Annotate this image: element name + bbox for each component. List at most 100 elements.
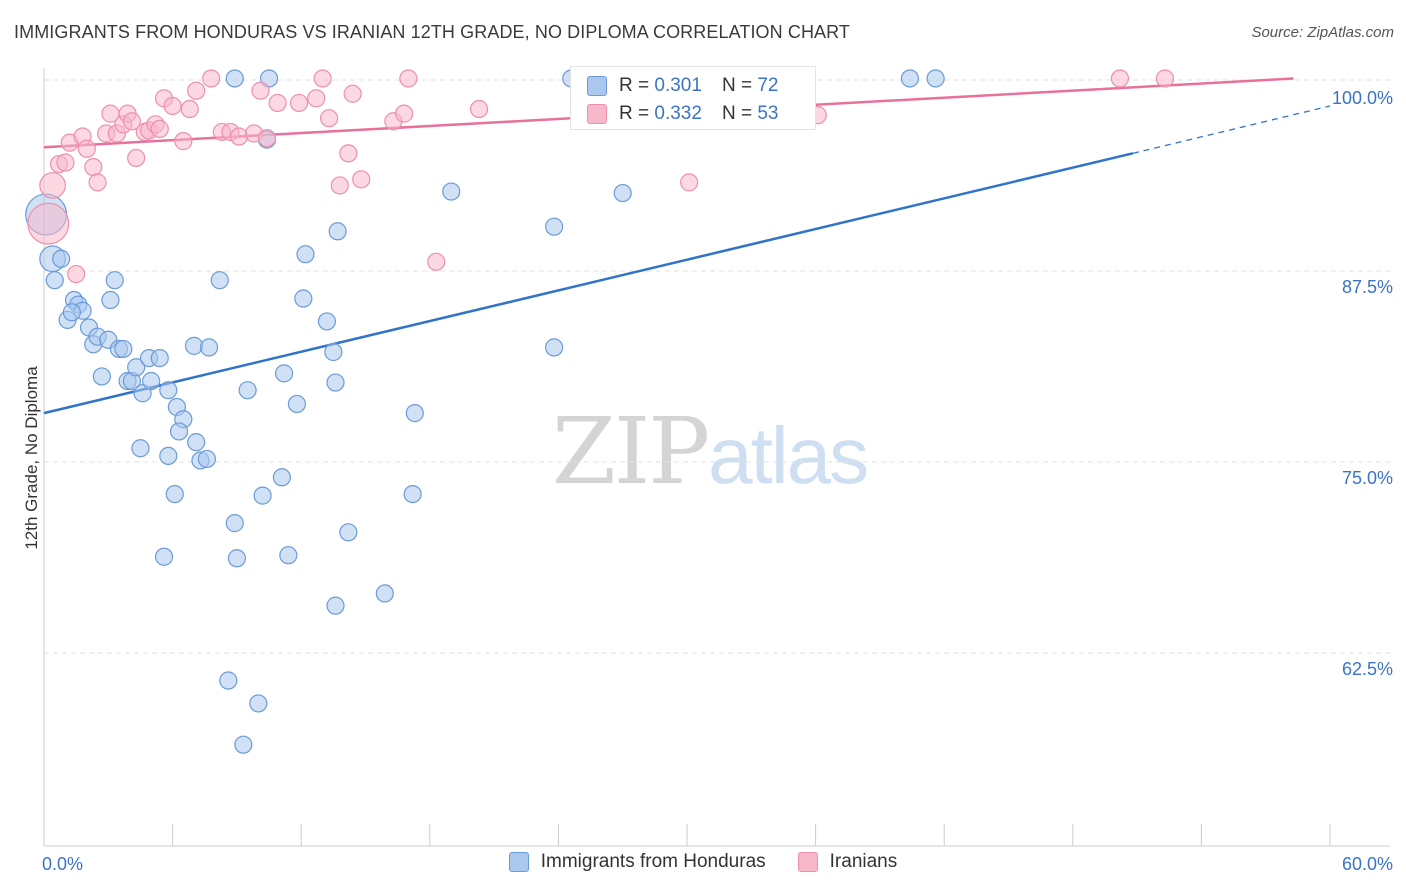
honduras-point — [545, 338, 564, 357]
iranian-point — [77, 139, 96, 158]
iranian-point — [127, 148, 146, 168]
watermark-zip: ZIP — [552, 398, 710, 505]
honduras-point — [326, 596, 345, 615]
iranian-point — [67, 264, 86, 284]
watermark: ZIPatlas — [552, 398, 869, 505]
iranian-point — [680, 173, 699, 192]
honduras-point — [105, 271, 124, 290]
y-axis-label: 12th Grade, No Diploma — [22, 366, 41, 550]
honduras-point — [279, 546, 298, 565]
honduras-point — [375, 584, 394, 603]
honduras-point — [287, 394, 307, 414]
iranian-point — [202, 69, 221, 88]
y-tick-label: 87.5% — [1342, 277, 1393, 297]
iranian-point — [180, 99, 199, 119]
legend-swatch-pink — [587, 104, 607, 124]
iranian-point — [150, 119, 169, 138]
honduras-point — [442, 182, 461, 201]
honduras-point — [165, 484, 184, 504]
honduras-trend-line — [43, 152, 1134, 415]
iranian-point — [251, 81, 270, 100]
honduras-point — [613, 183, 632, 203]
honduras-point — [199, 338, 219, 357]
iranian-point — [163, 96, 182, 116]
legend-n-label: N = — [721, 75, 753, 96]
iranian-point — [257, 128, 277, 148]
x-tick-label: 0.0% — [42, 854, 83, 874]
watermark-atlas: atlas — [708, 411, 869, 500]
honduras-point — [52, 249, 71, 268]
honduras-point — [405, 404, 424, 423]
iranian-point — [339, 144, 358, 163]
legend-r-value: 0.301 — [654, 75, 702, 96]
y-tick-label: 100.0% — [1332, 88, 1393, 108]
legend-n-value: 72 — [757, 75, 779, 96]
legend-label: Iranians — [829, 851, 898, 872]
honduras-point — [219, 671, 238, 690]
legend-swatch-blue — [508, 852, 529, 872]
iranian-point — [307, 89, 326, 108]
series-legend: Immigrants from Honduras Iranians — [0, 851, 1406, 873]
honduras-point — [234, 735, 253, 754]
honduras-point — [253, 486, 272, 505]
honduras-point — [339, 523, 358, 542]
iranian-point — [399, 69, 418, 88]
honduras-point — [545, 217, 564, 236]
iranian-point — [343, 84, 362, 103]
honduras-point — [296, 245, 315, 264]
y-tick-label: 62.5% — [1342, 659, 1393, 679]
y-tick-label: 75.0% — [1342, 468, 1393, 488]
honduras-point — [272, 468, 292, 487]
honduras-point — [197, 449, 216, 469]
iranian-point — [313, 69, 332, 88]
iranian-point — [56, 153, 75, 172]
honduras-point — [154, 547, 174, 566]
honduras-point — [227, 549, 246, 568]
iranian-point — [394, 104, 414, 123]
legend-swatch-pink — [797, 852, 818, 872]
iranian-point — [469, 99, 489, 119]
iranian-point — [330, 176, 349, 195]
iranian-point — [352, 170, 371, 189]
legend-label: Immigrants from Honduras — [540, 851, 766, 872]
iranian-point — [84, 157, 103, 177]
iranian-point — [289, 93, 309, 113]
honduras-point — [403, 484, 422, 504]
honduras-point — [187, 433, 206, 452]
x-tick-label: 60.0% — [1342, 854, 1393, 874]
honduras-point — [131, 439, 150, 458]
honduras-point — [210, 271, 229, 290]
iranian-point — [39, 172, 66, 199]
legend-row-honduras: R = 0.301 N = 72 — [587, 74, 778, 98]
legend-r-label: R = — [619, 75, 650, 96]
honduras-point — [900, 69, 920, 88]
iranian-point — [174, 132, 193, 151]
honduras-point — [45, 271, 64, 290]
data-points — [25, 69, 1175, 754]
honduras-point — [328, 222, 347, 241]
legend-row-iranians: R = 0.332 N = 53 — [587, 102, 778, 126]
honduras-point — [62, 303, 81, 322]
honduras-point — [159, 381, 178, 400]
honduras-point — [127, 358, 146, 377]
legend-item-iranians: Iranians — [797, 851, 898, 873]
honduras-point — [326, 373, 345, 392]
iranian-point — [1110, 69, 1130, 88]
legend-swatch-blue — [587, 76, 607, 96]
legend-n-label: N = — [721, 103, 753, 124]
iranian-point — [1155, 69, 1175, 88]
iranian-point — [187, 81, 206, 100]
honduras-trend-extension — [1132, 105, 1331, 154]
honduras-point — [294, 289, 313, 308]
honduras-point — [225, 514, 244, 533]
iranian-point — [122, 112, 141, 131]
honduras-point — [317, 312, 337, 331]
honduras-point — [926, 69, 945, 88]
honduras-point — [225, 69, 244, 88]
honduras-point — [150, 348, 169, 368]
legend-r-value: 0.332 — [654, 103, 702, 124]
correlation-legend: R = 0.301 N = 72 R = 0.332 N = 53 — [570, 66, 816, 130]
legend-r-label: R = — [619, 103, 650, 124]
honduras-point — [159, 446, 178, 465]
